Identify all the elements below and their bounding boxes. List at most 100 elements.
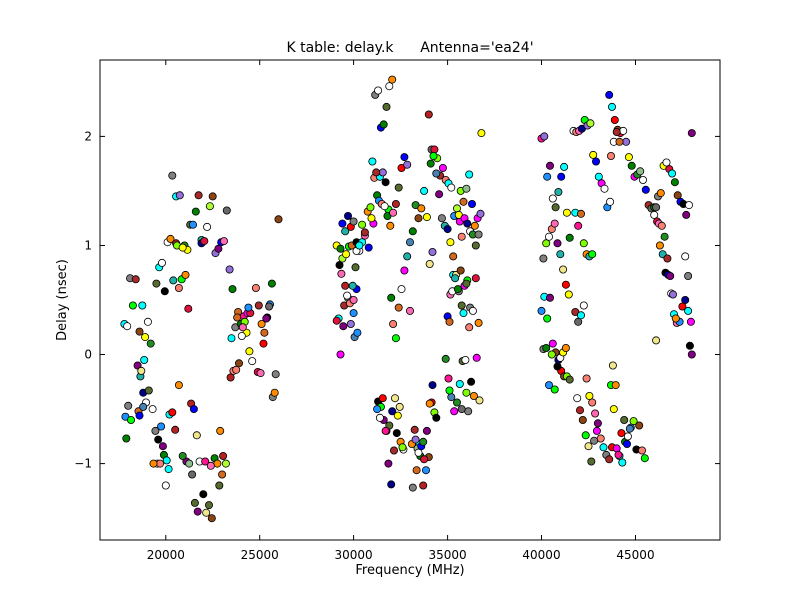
y-axis-label: Delay (nsec) (55, 259, 70, 341)
data-point (218, 470, 227, 479)
data-point (562, 208, 571, 217)
data-point (553, 362, 562, 371)
data-point (336, 350, 345, 359)
data-point (463, 219, 472, 228)
data-point (385, 421, 394, 430)
data-point (588, 250, 597, 259)
data-point (164, 465, 173, 474)
data-point (441, 354, 450, 363)
data-point (349, 217, 358, 226)
data-point (375, 413, 384, 422)
data-point (474, 230, 483, 239)
data-point (581, 431, 590, 440)
data-point (228, 285, 237, 294)
data-point (411, 435, 420, 444)
data-point (343, 211, 352, 220)
data-point (468, 306, 477, 315)
x-tick-label: 40000 (522, 548, 560, 562)
data-point (394, 183, 403, 192)
data-point (251, 283, 260, 292)
data-point (394, 303, 403, 312)
data-point (639, 175, 648, 184)
data-point (160, 287, 169, 296)
data-point (332, 316, 341, 325)
data-point (465, 323, 474, 332)
data-point (428, 247, 437, 256)
data-point (457, 232, 466, 241)
data-point (600, 184, 609, 193)
data-point (124, 401, 133, 410)
data-point (618, 458, 627, 467)
data-point (471, 274, 480, 283)
data-point (432, 413, 441, 422)
data-point (392, 429, 401, 438)
data-point (625, 424, 634, 433)
data-point (178, 243, 187, 252)
data-point (201, 457, 210, 466)
data-point (457, 405, 466, 414)
data-point (609, 405, 618, 414)
data-point (591, 409, 600, 418)
data-point (408, 483, 417, 492)
data-point (623, 439, 632, 448)
data-point (382, 102, 391, 111)
data-point (537, 306, 546, 315)
data-point (389, 319, 398, 328)
data-point (443, 225, 452, 234)
data-point (349, 309, 358, 318)
data-point (545, 232, 554, 241)
data-point (193, 507, 202, 516)
data-point (386, 221, 395, 230)
data-point (214, 244, 223, 253)
data-point (140, 355, 149, 364)
data-point (425, 259, 434, 268)
data-point (669, 290, 678, 299)
data-point (452, 204, 461, 213)
y-tick-label: 2 (84, 129, 92, 143)
data-point (606, 197, 615, 206)
data-point (611, 381, 620, 390)
data-point (624, 153, 633, 162)
data-point (405, 306, 414, 315)
data-point (175, 191, 184, 200)
data-point (151, 426, 160, 435)
data-point (262, 314, 271, 323)
data-point (123, 322, 132, 331)
data-point (267, 279, 276, 288)
data-point (368, 157, 377, 166)
data-point (469, 391, 478, 400)
data-point (635, 421, 644, 430)
data-point (430, 145, 439, 154)
data-point (339, 322, 348, 331)
data-point (592, 426, 601, 435)
data-point (577, 209, 586, 218)
y-tick-label: 0 (84, 348, 92, 362)
data-point (666, 271, 675, 280)
data-point (391, 199, 400, 208)
data-point (550, 219, 559, 228)
data-point (656, 189, 665, 198)
data-point (623, 432, 632, 441)
data-point (421, 466, 430, 475)
data-point (687, 129, 696, 138)
data-point (586, 119, 595, 128)
data-point (349, 295, 358, 304)
data-point (184, 304, 193, 313)
data-point (459, 197, 468, 206)
data-point (557, 172, 566, 181)
data-point (574, 317, 583, 326)
data-point (548, 339, 557, 348)
data-point (417, 204, 426, 213)
data-point (135, 327, 144, 336)
data-point (380, 202, 389, 211)
data-point (475, 396, 484, 405)
data-point (158, 442, 167, 451)
data-point (556, 250, 565, 259)
data-point (405, 238, 414, 247)
data-point (449, 252, 458, 261)
data-point (684, 271, 693, 280)
data-point (174, 381, 183, 390)
data-point (337, 269, 346, 278)
